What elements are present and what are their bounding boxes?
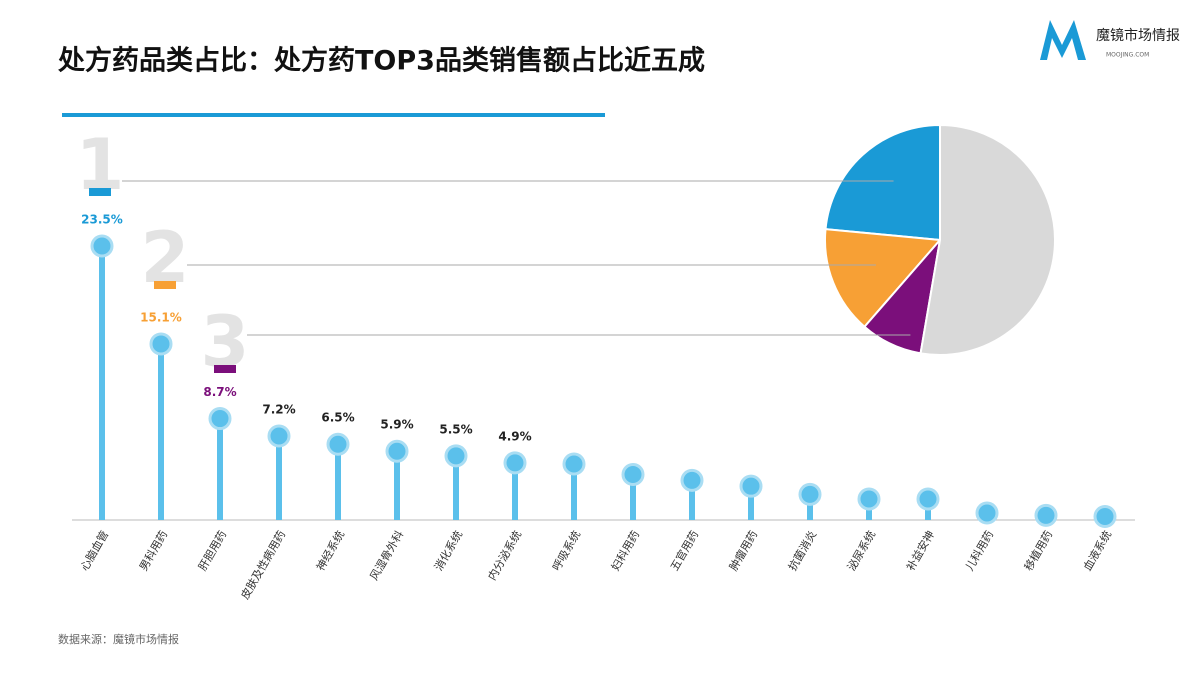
title-rule bbox=[62, 113, 605, 117]
dot bbox=[385, 439, 409, 463]
dot bbox=[267, 424, 291, 448]
dot bbox=[739, 474, 763, 498]
dot bbox=[562, 452, 586, 476]
value-label: 8.7% bbox=[203, 385, 236, 399]
dot bbox=[621, 463, 645, 487]
value-label: 23.5% bbox=[81, 213, 123, 227]
dot bbox=[857, 487, 881, 511]
x-tick-label: 肝胆用药 bbox=[196, 529, 229, 574]
logo: 魔镜市场情报 MOOJING.COM bbox=[1040, 20, 1180, 60]
logo-sub: MOOJING.COM bbox=[1106, 52, 1149, 59]
x-tick-label: 内分泌系统 bbox=[485, 528, 525, 583]
source: 数据来源：魔镜市场情报 bbox=[58, 632, 179, 646]
dot bbox=[1034, 503, 1058, 527]
value-label: 15.1% bbox=[140, 310, 182, 324]
x-tick-label: 消化系统 bbox=[431, 528, 465, 573]
x-tick-label: 男科用药 bbox=[136, 528, 170, 573]
x-tick-label: 移植用药 bbox=[1021, 528, 1055, 573]
x-tick-label: 儿科用药 bbox=[962, 528, 996, 573]
dot bbox=[503, 451, 527, 475]
rank-bar bbox=[154, 281, 176, 289]
x-tick-label: 血液系统 bbox=[1080, 528, 1114, 573]
x-tick-label: 神经系统 bbox=[313, 528, 347, 573]
dot bbox=[1093, 505, 1117, 529]
x-tick-label: 抗菌消炎 bbox=[785, 528, 819, 573]
logo-text: 魔镜市场情报 bbox=[1096, 27, 1180, 44]
dot bbox=[916, 487, 940, 511]
rank-bar bbox=[214, 365, 236, 373]
rank-bar bbox=[89, 188, 111, 196]
pie-slice bbox=[824, 228, 943, 329]
x-tick-label: 风湿骨外科 bbox=[367, 528, 407, 583]
dot bbox=[798, 482, 822, 506]
x-tick-label: 妇科用药 bbox=[608, 528, 642, 573]
x-tick-label: 肿瘤用药 bbox=[726, 528, 760, 573]
logo-mark bbox=[1040, 20, 1086, 60]
pie-slice bbox=[824, 123, 941, 242]
value-label: 6.5% bbox=[321, 411, 354, 425]
value-label: 5.9% bbox=[380, 418, 413, 432]
x-tick-label: 五官用药 bbox=[667, 528, 701, 573]
dot bbox=[680, 468, 704, 492]
pie-rest bbox=[919, 123, 1056, 356]
x-tick-label: 补益安神 bbox=[903, 528, 937, 573]
dot bbox=[90, 234, 114, 258]
value-label: 4.9% bbox=[498, 429, 531, 443]
dot bbox=[208, 407, 232, 431]
dot bbox=[149, 332, 173, 356]
x-tick-label: 呼吸系统 bbox=[550, 529, 583, 574]
value-label: 5.5% bbox=[439, 422, 472, 436]
x-tick-label: 泌尿系统 bbox=[845, 529, 878, 574]
dot bbox=[326, 432, 350, 456]
dot bbox=[444, 444, 468, 468]
dot bbox=[975, 501, 999, 525]
x-tick-label: 皮肤及性病用药 bbox=[238, 528, 289, 602]
value-label: 7.2% bbox=[262, 403, 295, 417]
chart-title: 处方药品类占比：处方药TOP3品类销售额占比近五成 bbox=[57, 45, 705, 77]
x-tick-label: 心脑血管 bbox=[77, 528, 111, 573]
